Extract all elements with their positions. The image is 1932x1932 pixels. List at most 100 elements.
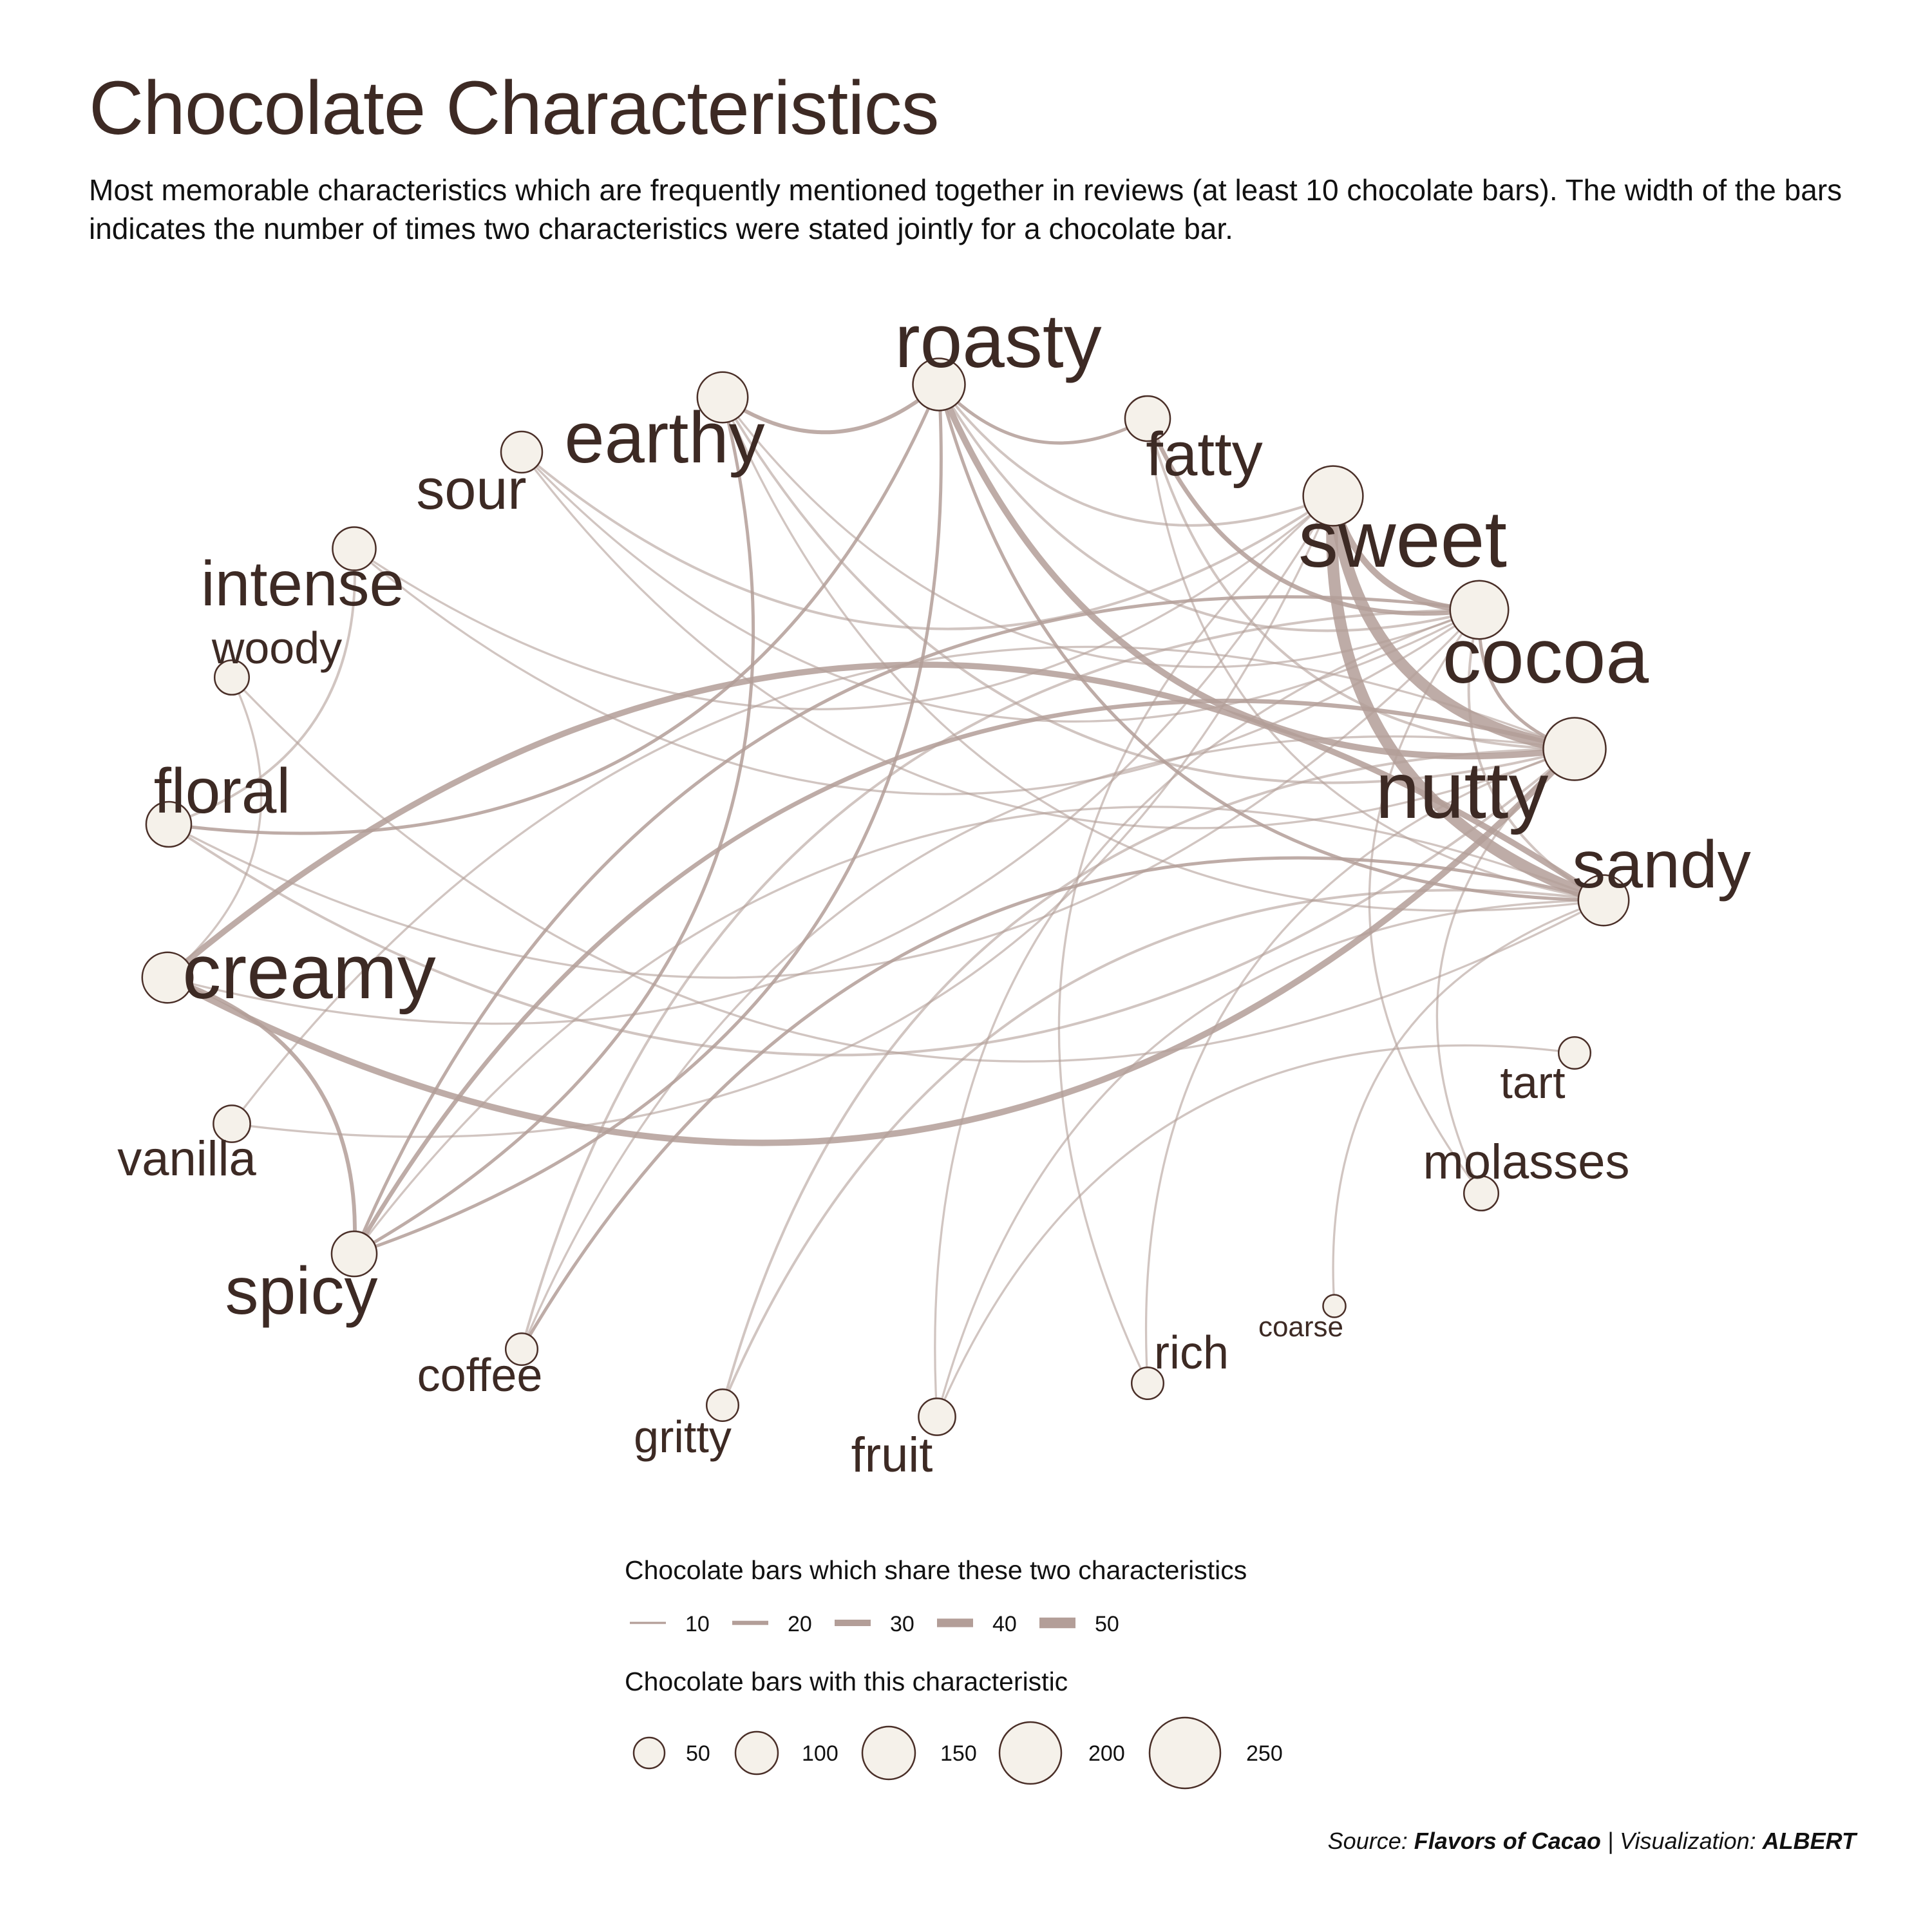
node-nutty	[1542, 717, 1607, 781]
edge-sour-cocoa	[520, 451, 1480, 723]
node-earthy	[696, 371, 749, 424]
edge-spicy-cocoa	[352, 595, 1480, 1255]
node-gritty	[705, 1388, 740, 1423]
edges-layer	[166, 383, 1605, 1417]
edge-woody-creamy	[166, 677, 263, 979]
edge-coffee-sandy	[520, 856, 1604, 1350]
node-label-sandy: sandy	[1572, 828, 1751, 902]
edge-fatty-nutty	[1146, 418, 1575, 750]
node-intense	[332, 526, 377, 571]
edge-roasty-sweet	[938, 383, 1334, 527]
edge-fatty-sandy	[1146, 418, 1604, 902]
node-cocoa	[1449, 580, 1510, 640]
edge-intense-cocoa	[353, 547, 1480, 795]
node-label-fatty: fatty	[1146, 420, 1262, 489]
edge-roasty-cocoa	[938, 384, 1480, 632]
edge-roasty-sandy	[937, 384, 1604, 902]
node-label-rich: rich	[1154, 1327, 1229, 1379]
edge-gritty-nutty	[721, 748, 1575, 1406]
node-label-cocoa: cocoa	[1443, 613, 1649, 699]
node-creamy	[141, 951, 194, 1004]
edge-sour-sweet	[520, 451, 1334, 630]
node-label-sweet: sweet	[1298, 495, 1507, 584]
legend-node-label-250: 250	[1246, 1741, 1283, 1766]
edge-fruit-tart	[936, 1044, 1575, 1417]
node-label-creamy: creamy	[182, 929, 435, 1015]
edge-roasty-spicy	[354, 384, 943, 1256]
legend-node-label-100: 100	[802, 1741, 838, 1766]
edge-spicy-sandy	[353, 806, 1604, 1255]
chart-subtitle: Most memorable characteristics which are…	[89, 173, 1842, 245]
node-sweet	[1302, 465, 1364, 527]
legend-node-label-200: 200	[1088, 1741, 1125, 1766]
legend: Chocolate bars which share these two cha…	[625, 1555, 1283, 1790]
legend-edge-label-30: 30	[890, 1612, 914, 1636]
node-sandy	[1577, 874, 1630, 927]
edge-coffee-nutty	[520, 735, 1575, 1350]
node-label-intense: intense	[201, 548, 404, 619]
node-label-vanilla: vanilla	[117, 1132, 256, 1186]
node-coarse	[1322, 1294, 1347, 1318]
edge-rich-sweet	[1057, 495, 1334, 1384]
node-rich	[1130, 1366, 1165, 1401]
node-coffee	[504, 1332, 539, 1367]
node-label-floral: floral	[154, 755, 290, 826]
edge-creamy-sandy	[166, 661, 1605, 980]
nodes-layer	[141, 357, 1630, 1436]
node-label-coffee: coffee	[417, 1350, 543, 1401]
node-vanilla	[213, 1104, 251, 1143]
edge-creamy-nutty	[166, 746, 1577, 1146]
node-label-nutty: nutty	[1376, 746, 1549, 835]
labels-layer: roasty earthy fatty sour sweet intense cocoa wo…	[117, 299, 1751, 1482]
edge-sour-nutty	[520, 451, 1575, 829]
node-roasty	[912, 357, 966, 412]
edge-molasses-nutty	[1435, 748, 1576, 1194]
source-prefix: Source:	[1327, 1828, 1414, 1854]
node-fruit	[918, 1397, 956, 1436]
legend-node-title: Chocolate bars with this characteristic	[625, 1667, 1068, 1696]
source-author: ALBERT	[1762, 1828, 1856, 1854]
node-label-roasty: roasty	[895, 299, 1101, 384]
edge-earthy-nutty	[721, 396, 1575, 784]
edge-earthy-sandy	[721, 397, 1604, 912]
node-label-woody: woody	[211, 623, 342, 673]
node-spicy	[330, 1230, 378, 1278]
edge-coffee-cocoa	[520, 609, 1480, 1350]
legend-node-label-50: 50	[686, 1741, 710, 1766]
node-label-tart: tart	[1500, 1057, 1565, 1108]
node-floral	[145, 800, 193, 848]
edge-intense-floral	[168, 548, 356, 826]
node-label-fruit: fruit	[851, 1428, 933, 1482]
edge-gritty-sandy	[721, 889, 1604, 1406]
legend-node-swatch-250	[1148, 1716, 1222, 1790]
legend-edge-title: Chocolate bars which share these two cha…	[625, 1555, 1247, 1585]
edge-fruit-sandy	[936, 899, 1604, 1417]
source-dataset: Flavors of Cacao	[1414, 1828, 1601, 1854]
edge-vanilla-sweet	[231, 495, 1334, 1138]
edge-earthy-spicy	[353, 397, 755, 1256]
node-sour	[500, 430, 544, 474]
edge-woody-sandy	[231, 676, 1604, 1063]
node-molasses	[1463, 1175, 1500, 1212]
node-label-molasses: molasses	[1423, 1135, 1630, 1189]
legend-node-swatch-50	[632, 1736, 666, 1770]
chart-title: Chocolate Characteristics	[89, 66, 939, 151]
node-label-sour: sour	[416, 457, 526, 521]
node-label-coarse: coarse	[1258, 1311, 1343, 1343]
edge-roasty-earthy	[721, 383, 940, 435]
legend-node-swatch-150	[861, 1725, 916, 1781]
edge-cocoa-sandy	[1467, 609, 1604, 902]
node-woody	[213, 659, 251, 696]
source-caption: Source: Flavors of Cacao | Visualization…	[1328, 1828, 1856, 1855]
edge-rich-nutty	[1144, 748, 1575, 1384]
node-label-spicy: spicy	[225, 1254, 378, 1329]
edge-vanilla-nutty	[231, 645, 1575, 1124]
legend-edge-label-40: 40	[992, 1612, 1017, 1636]
edge-creamy-sweet	[167, 495, 1334, 1025]
legend-node-label-150: 150	[940, 1741, 977, 1766]
legend-edge-label-50: 50	[1095, 1612, 1119, 1636]
legend-edge-label-20: 20	[788, 1612, 812, 1636]
edge-floral-roasty	[168, 384, 941, 835]
node-fatty	[1124, 395, 1171, 442]
